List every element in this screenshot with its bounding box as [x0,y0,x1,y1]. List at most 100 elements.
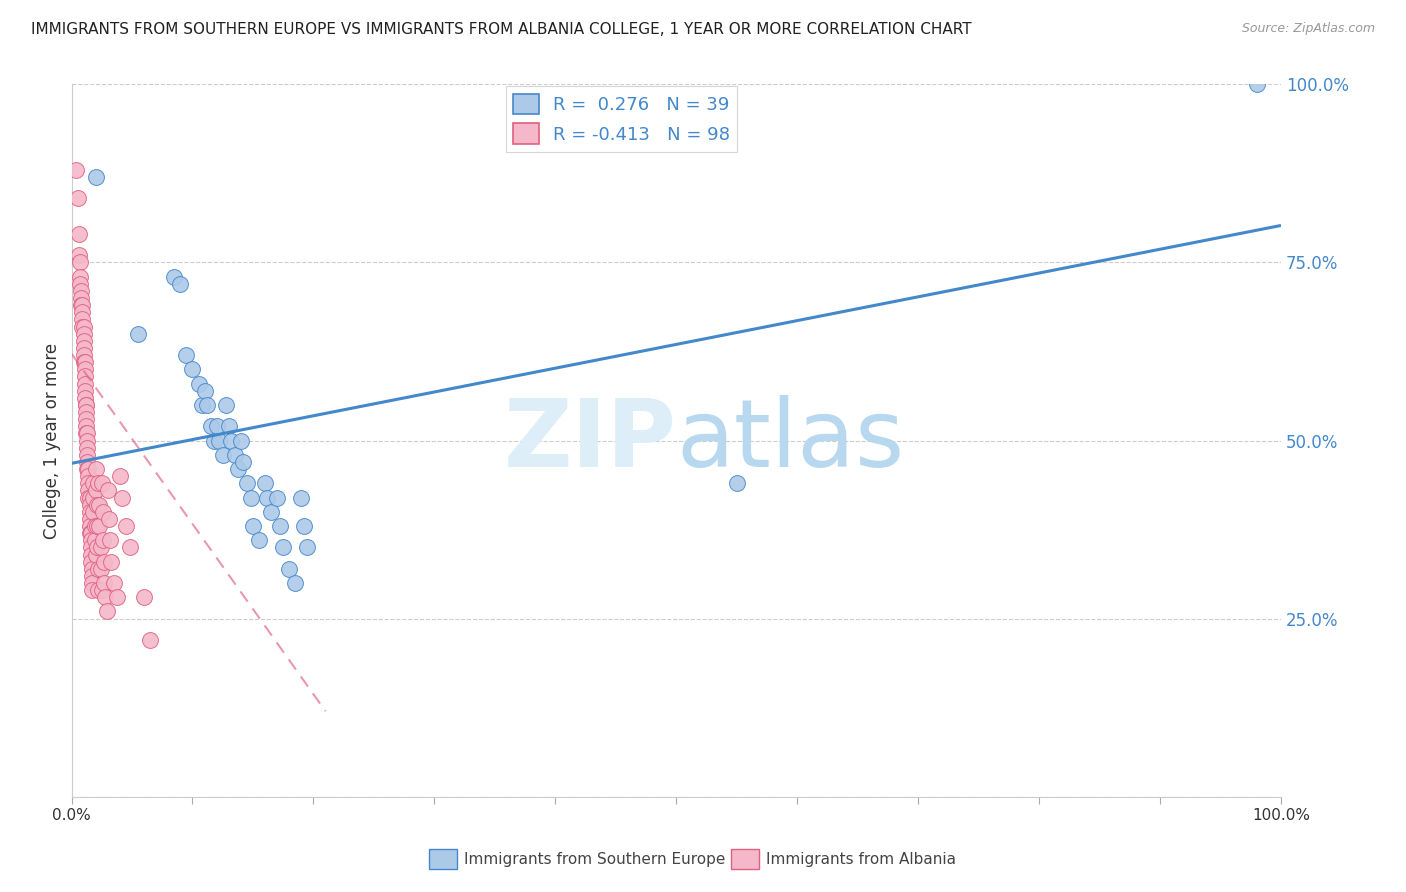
Point [75,419,97,434]
Point [194,384,217,398]
Point [82,491,104,505]
Point [80,548,103,562]
Point [79,526,101,541]
Point [73,376,96,391]
Point [77,476,100,491]
Point [103,576,125,591]
Point [75,398,97,412]
Point [70,284,93,298]
Point [260,505,283,519]
Point [176,348,198,362]
Point [211,448,233,462]
Point [236,476,259,491]
Point [80,533,103,548]
Point [202,434,225,448]
Point [107,591,129,605]
Point [195,398,218,412]
Point [80,526,103,541]
Point [82,476,104,491]
Point [132,591,155,605]
Point [77,491,100,505]
Point [93,555,115,569]
Point [79,512,101,526]
Point [725,476,748,491]
Point [79,491,101,505]
Point [90,541,112,555]
Point [93,576,115,591]
Point [91,505,114,519]
Point [72,326,94,341]
Point [219,434,242,448]
Point [98,512,121,526]
Point [90,562,112,576]
Text: IMMIGRANTS FROM SOUTHERN EUROPE VS IMMIGRANTS FROM ALBANIA COLLEGE, 1 YEAR OR MO: IMMIGRANTS FROM SOUTHERN EUROPE VS IMMIG… [31,22,972,37]
Point [96,605,118,619]
Point [72,319,94,334]
Point [84,548,107,562]
Point [98,533,121,548]
Point [90,583,112,598]
Point [67,248,90,262]
Point [72,341,94,355]
Point [218,419,240,434]
Point [72,334,94,348]
Point [73,362,96,376]
Point [65,162,87,177]
Point [77,469,100,483]
Point [228,462,250,476]
Point [75,412,97,426]
Legend: R =  0.276   N = 39, R = -0.413   N = 98: R = 0.276 N = 39, R = -0.413 N = 98 [506,87,737,152]
Point [82,576,104,591]
Point [75,398,97,412]
Point [89,498,111,512]
Point [87,562,110,576]
Point [72,319,94,334]
Point [254,476,277,491]
Point [82,505,104,519]
Point [76,455,98,469]
Text: atlas: atlas [676,394,904,486]
Point [297,541,319,555]
Point [77,483,100,498]
Point [87,583,110,598]
Text: Source: ZipAtlas.com: Source: ZipAtlas.com [1241,22,1375,36]
Point [77,462,100,476]
Point [127,326,149,341]
Point [69,269,91,284]
Point [208,434,231,448]
Point [256,491,278,505]
Point [1246,78,1268,92]
Point [84,483,107,498]
Y-axis label: College, 1 year or more: College, 1 year or more [44,343,60,539]
Point [292,519,315,533]
Point [80,541,103,555]
Point [97,483,120,498]
Point [80,555,103,569]
Point [76,462,98,476]
Point [242,519,264,533]
Point [84,462,107,476]
Point [76,434,98,448]
Point [266,491,288,505]
Point [79,519,101,533]
Point [247,533,270,548]
Point [139,632,162,647]
Point [72,305,94,319]
Point [76,441,98,455]
Point [79,505,101,519]
Point [108,469,131,483]
Point [271,541,294,555]
Point [278,562,301,576]
Point [94,591,117,605]
Point [86,541,108,555]
Point [76,426,98,441]
Point [67,227,90,241]
Point [169,277,191,291]
Point [72,355,94,369]
Point [72,348,94,362]
Point [83,533,105,548]
Point [181,362,204,376]
Point [191,398,214,412]
Point [269,519,291,533]
Point [232,455,254,469]
